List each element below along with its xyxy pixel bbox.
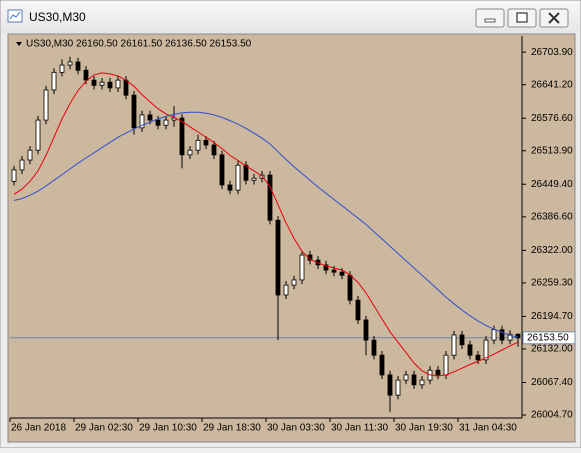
restore-button[interactable] [507, 8, 537, 28]
minimize-button[interactable] [475, 8, 505, 28]
candle-body [459, 334, 465, 346]
chart-panel [7, 33, 576, 443]
candle-body [443, 354, 449, 376]
candle-body [387, 374, 393, 396]
x-tick-label: 29 Jan 18:30 [203, 423, 261, 434]
candle-body [179, 117, 185, 156]
candle-body [115, 79, 121, 89]
candle-body [19, 159, 25, 171]
x-tick-label: 29 Jan 10:30 [139, 423, 197, 434]
candle-body [139, 114, 145, 129]
candle-body [35, 119, 41, 151]
chart-info: US30,M30 26160.50 26161.50 26136.50 2615… [26, 39, 252, 50]
candle-body [283, 284, 289, 296]
moving-average [13, 111, 519, 338]
candle-body [363, 319, 369, 341]
x-tick-label: 30 Jan 11:30 [331, 423, 389, 434]
candle-body [347, 274, 353, 301]
candle-body [43, 89, 49, 121]
candle-body [275, 219, 281, 296]
candle-body [299, 254, 305, 281]
candle-body [499, 329, 505, 341]
candle-body [419, 379, 425, 386]
candle-body [51, 71, 57, 91]
window-title: US30,M30 [29, 10, 86, 24]
collapse-arrow[interactable] [16, 42, 22, 46]
candle-body [411, 374, 417, 386]
y-tick-label: 26322.00 [531, 245, 573, 256]
candle-body [291, 279, 297, 286]
window-icon [7, 9, 23, 23]
candle-body [251, 177, 257, 181]
candle-body [59, 64, 65, 73]
close-button[interactable] [539, 8, 569, 28]
candle-body [11, 169, 17, 182]
y-tick-label: 26194.70 [531, 311, 573, 322]
candle-body [211, 144, 217, 156]
candle-body [123, 79, 129, 96]
candle-body [467, 344, 473, 356]
bid-price-box [522, 331, 576, 345]
x-tick-label: 31 Jan 04:30 [459, 423, 517, 434]
y-tick-label: 26449.40 [531, 179, 573, 190]
y-tick-label: 26132.00 [531, 344, 573, 355]
candle-body [515, 333, 521, 339]
candle-body [403, 374, 409, 381]
candle-body [195, 139, 201, 151]
candle-body [435, 369, 441, 376]
candle-body [491, 329, 497, 341]
y-tick-label: 26259.30 [531, 278, 573, 289]
candle-body [99, 81, 105, 86]
moving-average [13, 72, 519, 377]
candle-body [379, 354, 385, 376]
candle-body [163, 119, 169, 126]
plot-area [10, 56, 522, 413]
bid-price-label: 26153.50 [527, 332, 569, 343]
candle-body [83, 69, 89, 81]
candle-body [107, 81, 113, 89]
y-tick-label: 26641.20 [531, 79, 573, 90]
candle-body [203, 139, 209, 146]
candle-body [267, 174, 273, 221]
candle-body [219, 154, 225, 186]
candle-body [331, 269, 337, 273]
candle-body [155, 119, 161, 126]
candle-body [323, 264, 329, 271]
candle-body [371, 339, 377, 356]
candle-body [355, 299, 361, 321]
candle-body [339, 271, 345, 276]
x-tick-label: 26 Jan 2018 [11, 423, 66, 434]
x-tick-label: 29 Jan 02:30 [75, 423, 133, 434]
y-tick-label: 26576.60 [531, 113, 573, 124]
candle-body [243, 164, 249, 181]
x-tick-label: 30 Jan 03:30 [267, 423, 325, 434]
candle-body [75, 61, 81, 71]
y-tick-label: 26513.90 [531, 145, 573, 156]
candle-body [451, 334, 457, 356]
candle-body [483, 339, 489, 361]
y-tick-label: 26386.60 [531, 211, 573, 222]
y-tick-label: 26703.90 [531, 47, 573, 58]
candle-body [235, 164, 241, 191]
candle-body [91, 79, 97, 86]
candle-body [507, 333, 513, 341]
candle-body [131, 94, 137, 129]
candle-body [395, 379, 401, 396]
candle-body [27, 149, 33, 161]
y-tick-label: 26004.70 [531, 410, 573, 421]
x-tick-label: 30 Jan 19:30 [395, 423, 453, 434]
candle-body [187, 149, 193, 156]
y-tick-label: 26067.40 [531, 377, 573, 388]
candle-body [475, 354, 481, 361]
candle-body [67, 61, 73, 66]
candle-body [227, 184, 233, 191]
candle-body [147, 114, 153, 121]
